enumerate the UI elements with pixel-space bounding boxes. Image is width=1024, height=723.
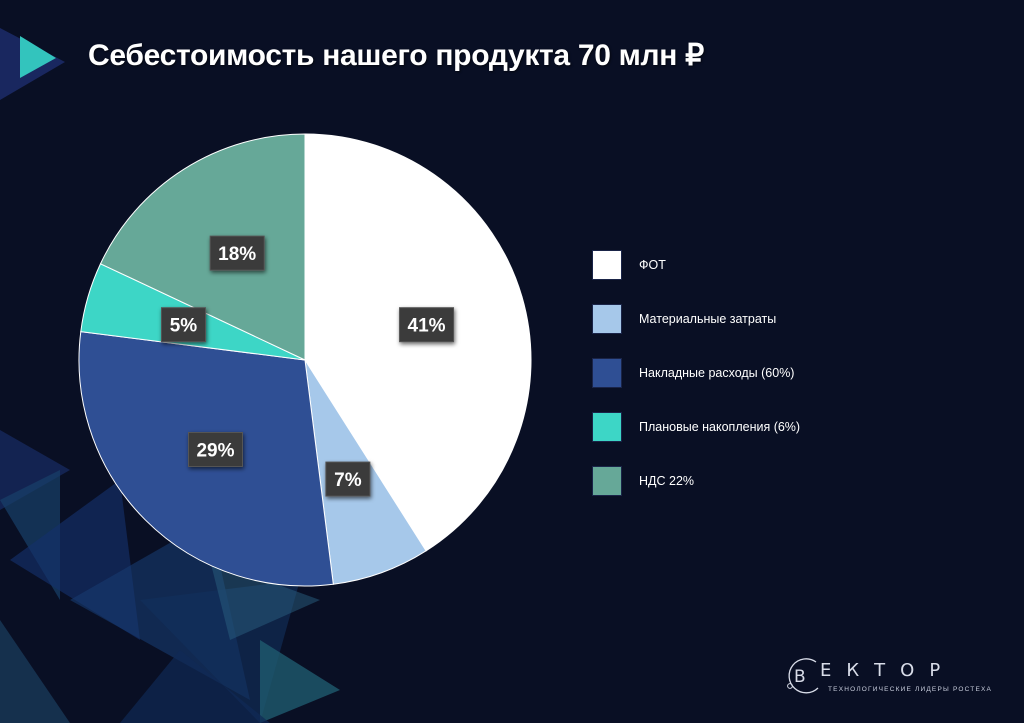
- bg-triangle-mid: [210, 560, 320, 640]
- slice-fot: [304, 133, 532, 552]
- data-label-box: [325, 461, 371, 497]
- bg-triangle-bottom-3: [120, 650, 270, 723]
- legend-label: ФОТ: [639, 258, 666, 272]
- company-logo: В ЕКТОР ТЕХНОЛОГИЧЕСКИЕ ЛИДЕРЫ РОСТЕХА: [780, 654, 991, 700]
- data-label-materials: 7%: [325, 461, 371, 497]
- pie-chart: 41% 7% 29% 5% 18%: [78, 133, 532, 587]
- data-label-savings: 5%: [160, 307, 206, 343]
- bg-triangle-bottom-2: [260, 640, 340, 723]
- logo-ring-icon: В: [787, 658, 819, 694]
- legend-label: Плановые накопления (6%): [639, 420, 801, 434]
- data-label-overhead: 29%: [188, 431, 244, 467]
- data-label-fot: 41%: [399, 307, 455, 343]
- bg-triangle-left-1: [0, 430, 70, 510]
- legend-label: НДС 22%: [639, 474, 695, 488]
- data-label-box: [160, 307, 206, 343]
- logo-subtitle: ТЕХНОЛОГИЧЕСКИЕ ЛИДЕРЫ РОСТЕХА: [828, 686, 993, 693]
- bg-triangle-left-5: [0, 620, 70, 723]
- bg-play-triangle-icon: [20, 36, 56, 78]
- logo-mark: В: [794, 667, 806, 687]
- data-label-box: [188, 431, 244, 467]
- legend-swatch: [592, 358, 622, 388]
- data-label-box: [209, 235, 265, 271]
- data-label-vat: 18%: [209, 235, 265, 271]
- data-label-text: 7%: [334, 470, 362, 491]
- data-label-box: [399, 307, 455, 343]
- data-label-text: 18%: [218, 244, 256, 265]
- legend-swatch: [592, 466, 622, 496]
- data-label-text: 41%: [408, 316, 446, 337]
- data-label-text: 29%: [196, 440, 234, 461]
- logo-wordmark: ЕКТОР: [820, 660, 956, 681]
- legend-swatch: [592, 412, 622, 442]
- legend-label: Накладные расходы (60%): [639, 366, 795, 380]
- legend-swatch: [592, 250, 622, 280]
- legend-swatch: [592, 304, 622, 334]
- slice-vat: [99, 133, 306, 361]
- legend-label: Материальные затраты: [639, 312, 777, 326]
- data-label-text: 5%: [170, 316, 198, 337]
- slide-title: Себестоимость нашего продукта 70 млн ₽: [88, 39, 704, 72]
